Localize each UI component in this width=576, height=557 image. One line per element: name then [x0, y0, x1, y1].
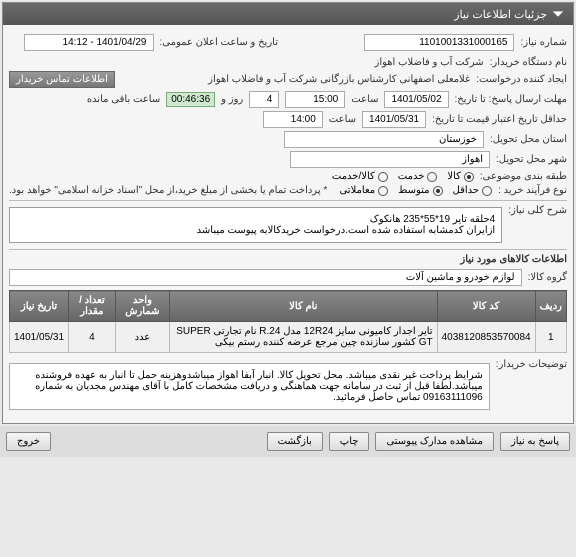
- credit-hour-label: ساعت: [329, 114, 356, 125]
- city-value: اهواز: [290, 151, 490, 168]
- province-label: استان محل تحویل:: [490, 134, 567, 145]
- reply-deadline-date: 1401/05/02: [384, 91, 448, 108]
- explain-box: شرایط پرداخت غیر نقدی میباشد. محل تحویل …: [9, 363, 490, 410]
- td-unit: عدد: [115, 322, 169, 353]
- buy-process-radio-group: حداقل متوسط معاملاتی: [339, 185, 492, 196]
- th-unit: واحد شمارش: [115, 291, 169, 322]
- creator-value: غلامعلی اصفهانی کارشناس بازرگانی شرکت آب…: [121, 74, 470, 85]
- contact-buyer-button[interactable]: اطلاعات تماس خریدار: [9, 71, 115, 88]
- back-button[interactable]: بازگشت: [267, 432, 323, 451]
- general-desc-box: 4حلقه تایر 19*55*235 هانکوک ازایران کدمش…: [9, 207, 502, 243]
- credit-hour-value: 14:00: [263, 111, 323, 128]
- print-button[interactable]: چاپ: [329, 432, 370, 451]
- payment-note: * پرداخت تمام یا بخشی از مبلغ خرید،از مح…: [9, 185, 333, 196]
- goods-group-label: گروه کالا:: [528, 272, 567, 283]
- radio-icon: [482, 186, 492, 196]
- details-panel-header: جزئیات اطلاعات نیاز: [3, 3, 573, 25]
- need-no-value: 1101001331000165: [364, 34, 514, 51]
- cat-both-option[interactable]: کالا/خدمت: [332, 171, 388, 182]
- proc-trx-option[interactable]: معاملاتی: [339, 185, 388, 196]
- table-row[interactable]: 1 4038120853570084 تایر اجدار کامیونی سا…: [10, 322, 567, 353]
- td-qty: 4: [69, 322, 116, 353]
- td-row: 1: [535, 322, 566, 353]
- public-date-label: تاریخ و ساعت اعلان عمومی:: [160, 37, 279, 48]
- city-label: شهر محل تحویل:: [496, 154, 567, 165]
- radio-icon: [378, 172, 388, 182]
- details-body: شماره نیاز: 1101001331000165 تاریخ و ساع…: [3, 25, 573, 423]
- province-value: خوزستان: [284, 131, 484, 148]
- th-name: نام کالا: [170, 291, 438, 322]
- radio-icon: [378, 186, 388, 196]
- details-panel: جزئیات اطلاعات نیاز شماره نیاز: 11010013…: [2, 2, 574, 424]
- proc-low-option[interactable]: حداقل: [453, 185, 493, 196]
- attachments-button[interactable]: مشاهده مدارک پیوستی: [375, 432, 494, 451]
- collapse-icon[interactable]: [551, 7, 565, 21]
- general-desc-label: شرح کلی نیاز:: [508, 205, 567, 216]
- general-desc-line1: 4حلقه تایر 19*55*235 هانکوک: [16, 214, 495, 225]
- th-date: تاریخ نیاز: [10, 291, 69, 322]
- exit-button[interactable]: خروج: [6, 432, 51, 451]
- radio-icon: [427, 172, 437, 182]
- radio-icon: [464, 172, 474, 182]
- remain-label: ساعت باقی مانده: [87, 94, 160, 105]
- goods-group-value: لوازم خودرو و ماشین آلات: [9, 269, 522, 286]
- th-row: ردیف: [535, 291, 566, 322]
- goods-table: ردیف کد کالا نام کالا واحد شمارش تعداد /…: [9, 290, 567, 353]
- credit-date-value: 1401/05/31: [362, 111, 426, 128]
- td-code: 4038120853570084: [437, 322, 535, 353]
- countdown-timer: 00:46:36: [166, 92, 215, 107]
- credit-deadline-label: حداقل تاریخ اعتبار قیمت تا تاریخ:: [432, 114, 567, 125]
- buyer-dev-value: شرکت آب و فاضلاب اهواز: [375, 57, 484, 68]
- th-code: کد کالا: [437, 291, 535, 322]
- buy-process-label: نوع فرآیند خرید :: [498, 185, 567, 196]
- cat-goods-option[interactable]: کالا: [447, 171, 474, 182]
- table-header-row: ردیف کد کالا نام کالا واحد شمارش تعداد /…: [10, 291, 567, 322]
- reply-deadline-label: مهلت ارسال پاسخ: تا تاریخ:: [455, 94, 567, 105]
- td-name: تایر اجدار کامیونی سایز 12R24 مدل R.24 ن…: [170, 322, 438, 353]
- need-no-label: شماره نیاز:: [520, 37, 567, 48]
- reply-day-word: روز و: [221, 94, 243, 105]
- proc-mid-option[interactable]: متوسط: [398, 185, 442, 196]
- general-desc-line2: ازایران کدمشابه استفاده شده است.درخواست …: [16, 225, 495, 236]
- cat-service-option[interactable]: خدمت: [398, 171, 438, 182]
- creator-label: ایجاد کننده درخواست:: [476, 74, 567, 85]
- reply-button[interactable]: پاسخ به نیاز: [500, 432, 570, 451]
- button-bar: پاسخ به نیاز مشاهده مدارک پیوستی چاپ باز…: [0, 426, 576, 457]
- details-title: جزئیات اطلاعات نیاز: [454, 8, 547, 21]
- td-date: 1401/05/31: [10, 322, 69, 353]
- reply-hour-value: 15:00: [285, 91, 345, 108]
- explain-label: توضیحات خریدار:: [496, 359, 567, 370]
- public-date-value: 1401/04/29 - 14:12: [24, 34, 154, 51]
- radio-icon: [433, 186, 443, 196]
- category-label: طبقه بندی موضوعی:: [480, 171, 567, 182]
- reply-days-value: 4: [249, 91, 279, 108]
- reply-hour-label: ساعت: [351, 94, 378, 105]
- category-radio-group: کالا خدمت کالا/خدمت: [332, 171, 474, 182]
- buyer-dev-label: نام دستگاه خریدار:: [490, 57, 567, 68]
- th-qty: تعداد / مقدار: [69, 291, 116, 322]
- goods-info-header: اطلاعات کالاهای مورد نیاز: [9, 254, 567, 265]
